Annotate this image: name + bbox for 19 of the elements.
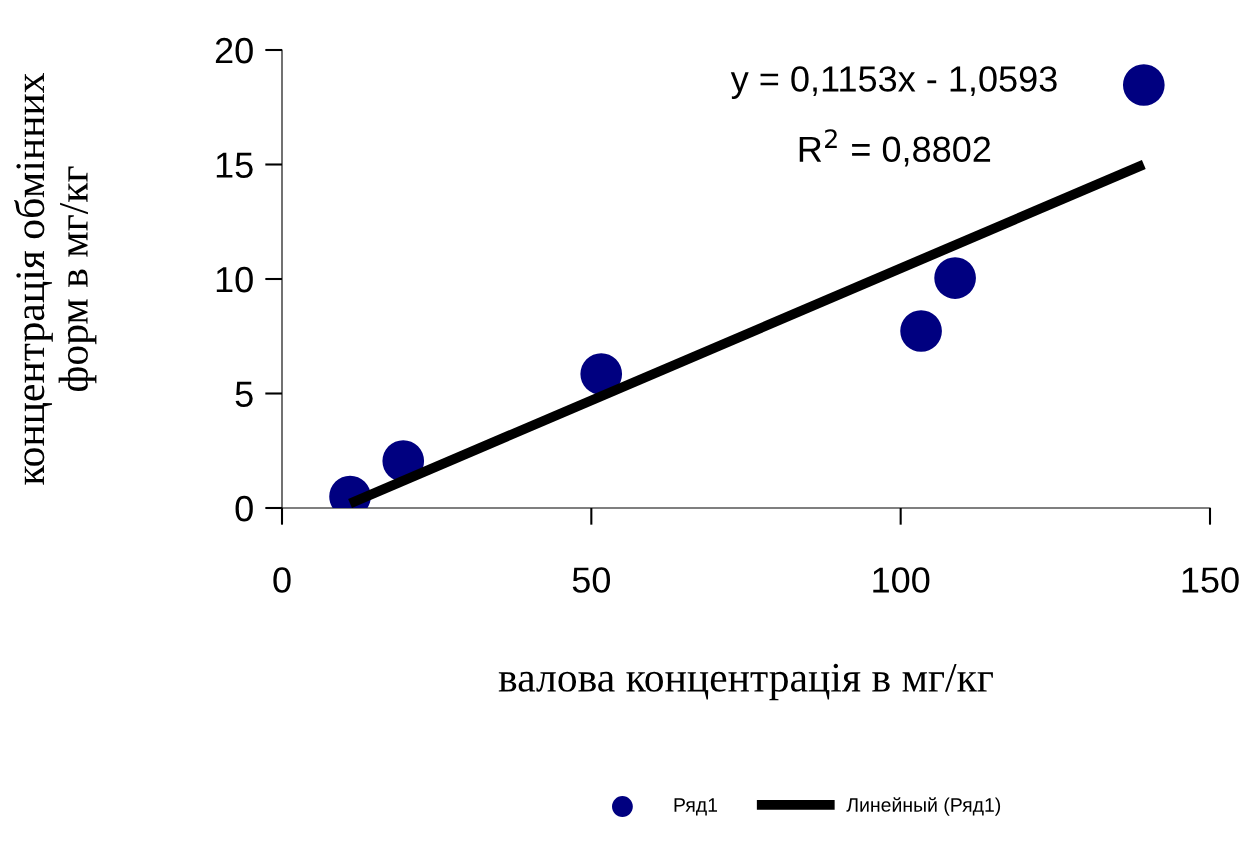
y-tick-label: 10 bbox=[216, 266, 253, 293]
y-tick-label: 15 bbox=[216, 152, 253, 178]
y-tick-label: 20 bbox=[215, 37, 253, 64]
point bbox=[900, 310, 942, 352]
point bbox=[934, 257, 976, 299]
legend-label: Ряд1 bbox=[674, 798, 718, 816]
y-tick-label: 5 bbox=[235, 381, 253, 407]
annotation: y = 0,1153x - 1,0593 bbox=[730, 66, 1057, 99]
point bbox=[580, 353, 623, 395]
x-axis-title: валова концентрація в мг/кг bbox=[498, 663, 993, 701]
x-tick-label: 50 bbox=[572, 567, 611, 593]
y-tick-label: 0 bbox=[235, 495, 253, 522]
annotation: R$^{2}$ = 0,8802 bbox=[799, 129, 991, 167]
point bbox=[1122, 64, 1165, 106]
x-tick-label: 150 bbox=[1182, 567, 1239, 593]
x-tick-label: 0 bbox=[273, 567, 291, 593]
legend-label: Линейный (Ряд1) bbox=[846, 797, 1001, 816]
x-tick-label: 100 bbox=[873, 567, 930, 593]
y-axis-title: концентрація обмінних форм в мг/кг bbox=[14, 72, 97, 485]
